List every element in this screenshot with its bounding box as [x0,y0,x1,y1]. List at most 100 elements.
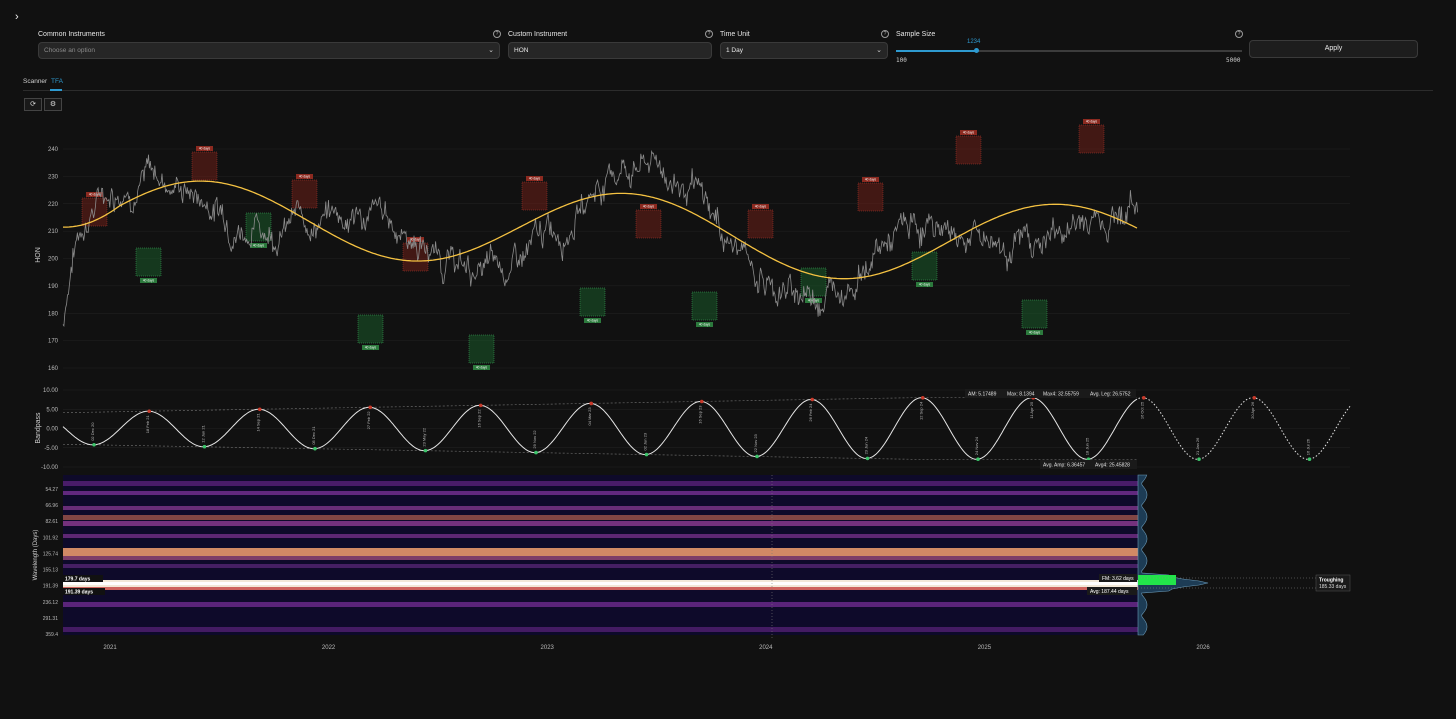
time-unit-select[interactable]: 1 Day ⌄ [720,42,888,59]
spectrum-ytick: 82.61 [45,519,58,525]
sample-size-min: 100 [896,57,907,64]
spectrum-profile [1137,474,1209,636]
x-tick-label: 2023 [541,645,555,651]
sample-size-value: 1234 [967,39,981,45]
spectrum-ytick: 66.96 [45,503,58,509]
sample-size-track[interactable] [896,48,1242,53]
trough-marker [1197,457,1201,462]
peak-tag [1083,119,1100,124]
spectrogram-band [63,548,1138,556]
x-tick-label: 2022 [322,645,336,651]
peak-marker [1141,395,1146,400]
trough-marker [865,456,870,461]
peak-duration-label: 40 days [89,193,101,197]
cycle-date-label: 18 Feb 21 [145,414,150,433]
bandpass-stats-bottom-box [1040,460,1137,469]
common-instruments-select[interactable]: Choose an option ⌄ [38,42,500,59]
composite-wave [63,180,1138,280]
sample-size-label: Sample Size [896,31,936,38]
time-unit-label: Time Unit [720,31,750,38]
trough-tag [362,345,379,350]
trough-tag [584,318,601,323]
x-tick-label: 2026 [1196,645,1210,651]
trough-marker [534,450,538,455]
trough-marker [423,448,428,453]
trough-duration-label: 40 days [699,323,711,327]
peak-tag [196,146,213,151]
spectrum-active-band [1138,575,1176,585]
peak-duration-label: 40 days [199,147,211,151]
price-ytick: 240 [48,147,59,153]
cycle-date-label: 04 Mar 23 [587,407,592,426]
peak-tag [86,192,103,197]
tab-tfa[interactable]: TFA [51,78,63,85]
chevron-down-icon: ⌄ [876,47,882,54]
marker-top-box [63,575,103,582]
bandpass-stat-avg-amp: Avg. Amp: 6.36457 [1043,463,1085,469]
spectrum-ytick: 191.39 [43,584,59,590]
peak-box [191,151,218,181]
peak-box [521,181,548,211]
bandpass-stat-max: Max: 8.1394 [1007,392,1035,398]
peak-box [747,209,774,239]
peak-duration-label: 40 days [865,178,877,182]
bandpass-ylabel: Bandpass [35,412,42,444]
apply-button[interactable]: Apply [1249,40,1418,58]
trough-duration-label: 40 days [143,279,155,283]
spectrogram-band [63,515,1138,520]
x-tick-label: 2025 [978,645,992,651]
peak-duration-label: 40 days [963,131,975,135]
refresh-icon[interactable]: ⟳ [24,98,42,111]
sample-size-help-icon[interactable]: ? [1235,30,1243,38]
troughing-box [1315,574,1351,592]
trough-tag [250,243,267,248]
peak-marker [920,395,925,400]
common-instruments-help-icon[interactable]: ? [493,30,501,38]
chevron-right-icon[interactable]: › [15,11,19,23]
cycle-date-label: 16 Sep 23 [698,405,703,424]
settings-icon[interactable]: ⚙ [44,98,62,111]
cycle-date-label: 14 Sep 21 [256,413,261,432]
price-series [62,149,1138,327]
cycle-boxes: 40 days 40 days 40 days 40 days 40 days 40 da… [81,119,1105,370]
custom-instrument-input[interactable]: HON [508,42,712,59]
spectrum-ytick: 236.12 [43,600,59,606]
custom-instrument-help-icon[interactable]: ? [705,30,713,38]
bandpass-stat-avg4: Avg4: 25.45828 [1095,463,1130,469]
bandpass-stat-am: AM: 5.17489 [968,392,997,398]
bandpass-stats-top-box [965,389,1136,398]
tab-active-indicator [50,89,62,91]
time-unit-help-icon[interactable]: ? [881,30,889,38]
marker-bottom-box [63,588,105,595]
tabs-divider [23,90,1433,91]
bandpass-wave [62,397,1138,460]
spectrum-ytick: 101.92 [43,535,59,541]
trough-marker [202,444,207,449]
peak-duration-label: 40 days [1086,120,1098,124]
bandpass-stat-avg-leg: Avg. Leg: 26.5752 [1090,392,1131,398]
cycle-date-label: 02 Jun 23 [643,432,648,450]
price-ytick: 180 [48,311,59,317]
spectrogram-band [63,564,1138,568]
peak-box [857,182,884,212]
peak-box [635,209,662,239]
bandpass-ytick: 0.00 [46,427,58,433]
peak-marker [1252,395,1257,400]
avg-box [1087,587,1137,595]
spectrogram-band [63,521,1138,526]
price-grid [63,148,1350,369]
spectrogram-band [63,587,1138,590]
trough-box [579,287,606,317]
peak-marker [478,403,483,408]
peak-marker [810,397,815,402]
x-tick-label: 2024 [759,645,773,651]
troughing-title: Troughing [1319,578,1343,584]
spectrum-ytick: 54.27 [45,487,58,493]
tab-scanner[interactable]: Scanner [23,78,48,85]
trough-duration-label: 40 days [253,244,265,248]
trough-duration-label: 40 days [365,346,377,350]
spectrum-ytick: 125.74 [43,551,59,557]
sample-size-thumb[interactable] [973,48,979,53]
peak-duration-label: 40 days [643,205,655,209]
spectrogram-band [63,556,1138,560]
